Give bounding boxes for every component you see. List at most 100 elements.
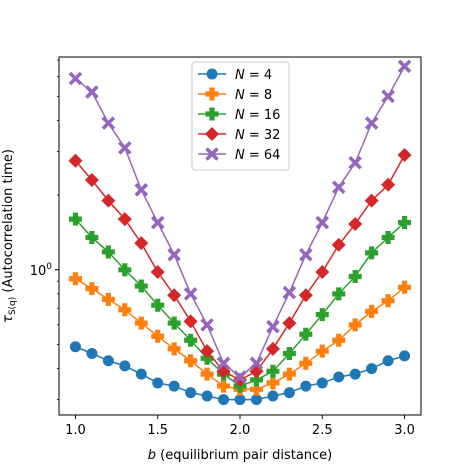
data-point-16-7 (184, 333, 198, 347)
data-point-4-20 (399, 350, 411, 362)
data-point-4-4 (135, 368, 147, 380)
data-point-4-17 (349, 368, 361, 380)
data-point-32-5 (150, 264, 165, 279)
data-point-4-14 (300, 380, 312, 392)
legend-label-8: N = 8 (235, 88, 272, 103)
data-point-4-16 (333, 371, 345, 383)
legend-label-32: N = 32 (235, 128, 280, 143)
data-point-32-12 (265, 341, 280, 356)
data-point-16-13 (282, 346, 296, 360)
data-point-16-16 (332, 287, 346, 301)
data-point-32-0 (68, 153, 83, 168)
data-point-64-1 (85, 85, 99, 99)
data-point-32-19 (381, 177, 396, 192)
x-tick-label: 3.0 (394, 423, 415, 438)
data-point-4-11 (250, 394, 262, 406)
data-point-4-8 (201, 390, 213, 402)
plot-frame (58, 56, 422, 416)
data-point-64-2 (101, 116, 116, 130)
data-point-8-9 (217, 379, 231, 393)
data-point-16-18 (365, 246, 379, 260)
y-axis-label: τS(q) (Autocorrelation time) (1, 149, 18, 323)
data-point-8-7 (184, 354, 198, 368)
data-point-8-18 (365, 304, 379, 318)
legend-label-4: N = 4 (235, 68, 272, 83)
x-tick-label: 2.5 (312, 423, 333, 438)
data-point-8-1 (85, 282, 99, 296)
data-point-32-16 (331, 237, 346, 252)
x-tick-label: 2.0 (230, 423, 251, 438)
x-tick-label: 1.5 (147, 423, 168, 438)
data-point-64-18 (364, 116, 379, 130)
data-point-16-1 (85, 230, 99, 244)
data-point-16-12 (266, 364, 280, 378)
data-point-4-6 (168, 380, 180, 392)
data-point-8-3 (118, 303, 132, 317)
series-layer (68, 59, 412, 406)
data-point-16-5 (151, 298, 165, 312)
legend-marker-4 (206, 68, 218, 80)
legend-entry-8: N = 8 (198, 87, 272, 103)
data-point-64-13 (282, 285, 297, 300)
data-point-16-15 (315, 308, 329, 322)
legend-marker-16 (205, 107, 219, 121)
legend-entry-64: N = 64 (198, 147, 280, 163)
data-point-4-5 (152, 377, 164, 389)
data-point-32-14 (298, 288, 313, 303)
data-point-4-9 (218, 394, 230, 406)
data-point-8-15 (315, 344, 329, 358)
data-point-16-4 (134, 279, 148, 293)
data-point-4-0 (69, 341, 81, 353)
data-point-64-12 (266, 319, 280, 334)
series-64 (68, 59, 412, 384)
data-point-16-17 (348, 269, 362, 283)
series-4 (69, 341, 411, 406)
legend-entry-16: N = 16 (198, 107, 280, 123)
data-point-4-7 (185, 387, 197, 399)
data-point-32-2 (101, 193, 116, 208)
data-point-32-15 (315, 264, 330, 279)
x-tick-label: 1.0 (65, 423, 86, 438)
legend-marker-64 (205, 147, 219, 161)
data-point-32-10 (233, 372, 247, 387)
data-point-8-19 (381, 294, 395, 308)
data-point-8-5 (151, 329, 165, 343)
data-point-64-3 (118, 141, 132, 155)
data-point-64-5 (150, 215, 165, 230)
data-point-4-18 (366, 363, 378, 375)
data-point-8-4 (134, 316, 148, 330)
x-axis-label: b (equilibrium pair distance) (148, 448, 333, 463)
data-point-8-14 (299, 356, 313, 370)
legend-marker-8 (205, 87, 219, 101)
data-point-4-15 (316, 377, 328, 389)
data-point-64-11 (249, 356, 264, 371)
data-point-32-6 (167, 288, 182, 303)
data-point-32-18 (364, 193, 379, 208)
data-point-4-1 (86, 347, 98, 359)
data-point-32-1 (84, 173, 99, 188)
series-32 (68, 148, 412, 387)
legend-entry-32: N = 32 (198, 127, 280, 143)
data-point-8-11 (249, 382, 263, 396)
data-point-4-3 (119, 360, 131, 372)
data-point-64-4 (134, 183, 149, 197)
data-point-16-6 (167, 316, 181, 330)
data-point-4-10 (234, 394, 246, 406)
data-point-32-13 (282, 316, 297, 331)
data-point-64-0 (68, 71, 83, 86)
data-point-4-12 (267, 390, 279, 402)
data-point-16-11 (249, 373, 263, 387)
data-point-4-13 (283, 387, 295, 399)
data-point-8-2 (101, 292, 115, 306)
data-point-64-9 (216, 356, 231, 371)
data-point-8-12 (266, 376, 280, 390)
data-point-64-8 (200, 318, 214, 332)
data-point-64-6 (167, 247, 181, 262)
data-point-16-3 (118, 263, 132, 277)
data-point-16-20 (398, 216, 412, 230)
data-point-32-20 (397, 148, 412, 163)
y-tick-label: 100 (30, 262, 53, 279)
data-point-64-15 (315, 215, 330, 230)
data-point-32-17 (348, 216, 363, 231)
legend-marker-32 (205, 127, 219, 141)
